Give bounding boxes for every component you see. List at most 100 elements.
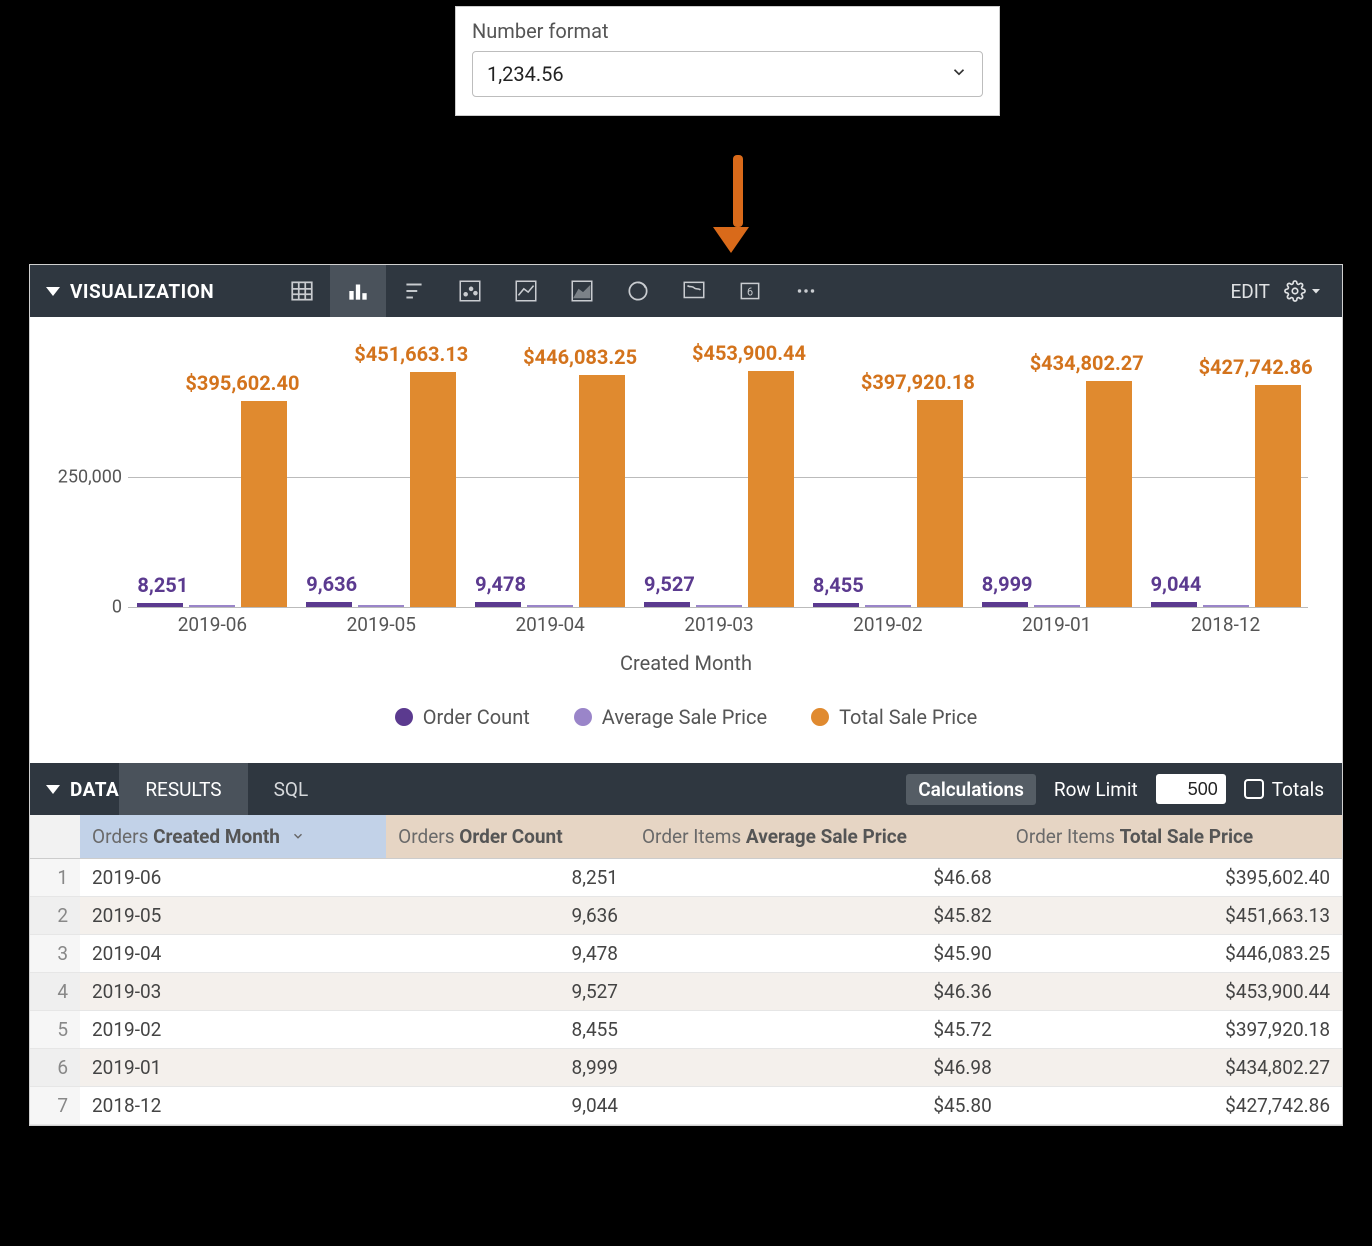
totals-checkbox[interactable] [1244,779,1264,799]
bar[interactable] [241,401,287,607]
edit-button[interactable]: EDIT [1230,280,1270,303]
table-cell: $46.98 [630,1049,1004,1087]
bar[interactable] [696,605,742,607]
number-format-popup: Number format 1,234.56 [455,6,1000,116]
legend-item[interactable]: Average Sale Price [574,705,767,729]
table-cell: 2019-02 [80,1011,386,1049]
tab-sql[interactable]: SQL [248,763,335,815]
column-sort-icon[interactable] [386,265,442,317]
tab-results[interactable]: RESULTS [119,763,247,815]
table-row[interactable]: 42019-039,527$46.36$453,900.44 [30,973,1342,1011]
bar[interactable] [813,603,859,607]
bar[interactable] [137,603,183,607]
visualization-type-icons: 6 [274,265,834,317]
bar-value-label: $397,920.18 [861,370,975,394]
table-row[interactable]: 12019-068,251$46.68$395,602.40 [30,859,1342,897]
bar[interactable] [917,400,963,607]
bar[interactable] [306,602,352,607]
table-cell: 8,251 [386,859,630,897]
table-cell: 8,999 [386,1049,630,1087]
bar[interactable] [1086,381,1132,607]
table-cell: 9,636 [386,897,630,935]
line-icon[interactable] [498,265,554,317]
pointer-arrow [726,155,749,253]
calculations-button[interactable]: Calculations [906,774,1036,805]
bar-value-label: $427,742.86 [1199,355,1313,379]
table-row[interactable]: 72018-129,044$45.80$427,742.86 [30,1087,1342,1125]
table-cell: $45.72 [630,1011,1004,1049]
table-cell: $451,663.13 [1004,897,1342,935]
column-header-total-sale-price[interactable]: Order Items Total Sale Price [1004,815,1342,859]
x-tick-label: 2019-05 [347,613,416,636]
bar[interactable] [1203,605,1249,607]
table-icon[interactable] [274,265,330,317]
row-number-header [30,815,80,859]
bar-value-label: 8,999 [982,572,1033,596]
row-limit-input[interactable] [1156,774,1226,804]
bar[interactable] [865,605,911,607]
bar[interactable] [1151,602,1197,607]
row-number: 2 [30,897,80,935]
legend-item[interactable]: Order Count [395,705,530,729]
explore-card: VISUALIZATION [29,264,1343,1126]
column-header-avg-sale-price[interactable]: Order Items Average Sale Price [630,815,1004,859]
collapse-icon[interactable] [46,287,60,296]
x-tick-label: 2019-03 [684,613,753,636]
table-cell: $427,742.86 [1004,1087,1342,1125]
table-row[interactable]: 32019-049,478$45.90$446,083.25 [30,935,1342,973]
scatter-icon[interactable] [442,265,498,317]
table-cell: 2019-05 [80,897,386,935]
totals-label: Totals [1272,778,1324,801]
column-header-created-month[interactable]: Orders Created Month [80,815,386,859]
table-cell: $434,802.27 [1004,1049,1342,1087]
table-cell: $46.36 [630,973,1004,1011]
visualization-header: VISUALIZATION [30,265,1342,317]
bar[interactable] [644,602,690,607]
x-tick-label: 2019-04 [515,613,584,636]
legend-item[interactable]: Total Sale Price [811,705,977,729]
bar[interactable] [579,375,625,607]
bar[interactable] [189,605,235,607]
table-row[interactable]: 62019-018,999$46.98$434,802.27 [30,1049,1342,1087]
x-tick-label: 2019-01 [1022,613,1091,636]
table-cell: 2019-03 [80,973,386,1011]
more-icon[interactable] [778,265,834,317]
bar[interactable] [410,372,456,607]
table-cell: $395,602.40 [1004,859,1342,897]
bar[interactable] [475,602,521,607]
bar-value-label: 8,251 [137,573,188,597]
donut-icon[interactable] [610,265,666,317]
svg-text:6: 6 [747,285,753,298]
map-icon[interactable] [666,265,722,317]
table-cell: 9,044 [386,1087,630,1125]
bar[interactable] [1255,385,1301,607]
table-cell: 2018-12 [80,1087,386,1125]
table-cell: 8,455 [386,1011,630,1049]
bar[interactable] [358,605,404,607]
row-number: 1 [30,859,80,897]
bar[interactable] [527,605,573,607]
table-row[interactable]: 52019-028,455$45.72$397,920.18 [30,1011,1342,1049]
table-cell: $446,083.25 [1004,935,1342,973]
visualization-title: VISUALIZATION [70,280,214,303]
legend-swatch [811,708,829,726]
table-cell: 9,478 [386,935,630,973]
settings-button[interactable] [1284,280,1322,302]
bar-chart-icon[interactable] [330,265,386,317]
bar[interactable] [982,602,1028,607]
bar[interactable] [748,371,794,607]
table-cell: $397,920.18 [1004,1011,1342,1049]
row-number: 5 [30,1011,80,1049]
data-header: DATA RESULTS SQL Calculations Row Limit … [30,763,1342,815]
chart-plot: 0250,0008,251$395,602.409,636$451,663.13… [128,347,1308,607]
row-limit-label: Row Limit [1054,778,1138,801]
collapse-icon[interactable] [46,785,60,794]
row-number: 6 [30,1049,80,1087]
number-format-select[interactable]: 1,234.56 [472,51,983,97]
table-row[interactable]: 22019-059,636$45.82$451,663.13 [30,897,1342,935]
table-cell: 9,527 [386,973,630,1011]
column-header-order-count[interactable]: Orders Order Count [386,815,630,859]
area-icon[interactable] [554,265,610,317]
single-value-icon[interactable]: 6 [722,265,778,317]
bar[interactable] [1034,605,1080,607]
